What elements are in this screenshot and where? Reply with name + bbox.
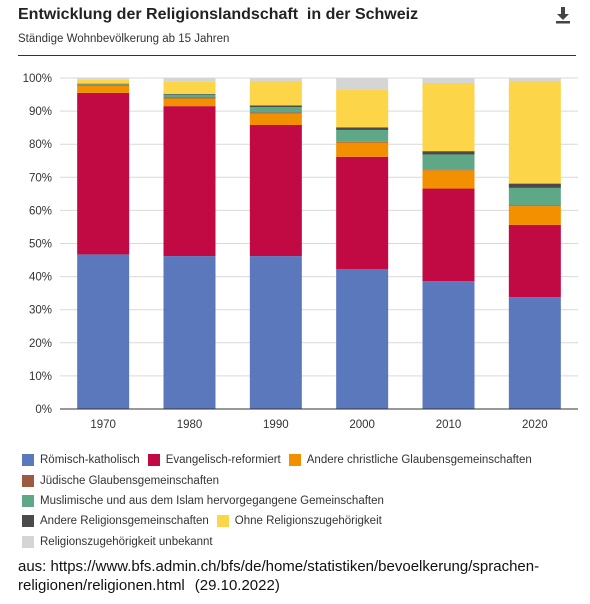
chart-subtitle: Ständige Wohnbevölkerung ab 15 Jahren: [18, 33, 230, 45]
legend-label: Andere Religionsgemeinschaften: [40, 515, 209, 528]
chart-legend: Römisch-katholisch Evangelisch-reformier…: [22, 450, 582, 552]
y-tick-label: 100%: [23, 73, 52, 85]
y-tick-label: 10%: [29, 371, 52, 383]
legend-label: Jüdische Glaubensgemeinschaften: [40, 474, 220, 487]
bar-segment-2020: [508, 183, 561, 188]
legend-item-muslimische[interactable]: Muslimische und aus dem Islam hervorgega…: [22, 494, 384, 507]
bar-segment-1980: [163, 81, 216, 94]
x-tick-label: 2000: [349, 419, 375, 431]
title-divider: [18, 55, 576, 56]
legend-item-roemisch-katholisch[interactable]: Römisch-katholisch: [22, 454, 140, 467]
legend-swatch: [22, 515, 34, 528]
legend-item-andere-religionsgemeinschaften[interactable]: Andere Religionsgemeinschaften: [22, 515, 209, 528]
bar-segment-2000: [336, 156, 389, 269]
y-tick-label: 80%: [29, 139, 52, 151]
download-icon[interactable]: [552, 4, 574, 26]
legend-label: Römisch-katholisch: [40, 454, 140, 467]
source-date: (29.10.2022): [194, 576, 280, 594]
y-tick-label: 20%: [29, 338, 52, 350]
bar-segment-1970: [77, 83, 130, 85]
bar-segment-1980: [163, 94, 216, 98]
bar-segment-2020: [508, 206, 561, 225]
legend-swatch: [216, 515, 229, 528]
legend-label: Evangelisch-reformiert: [165, 454, 281, 467]
y-tick-label: 0%: [35, 404, 52, 416]
bar-segment-2000: [336, 89, 389, 128]
bar-segment-2010: [422, 170, 475, 189]
bar-segment-1990: [249, 256, 302, 409]
bar-segment-1980: [163, 106, 216, 257]
bar-segment-1970: [77, 85, 130, 93]
bar-segment-1980: [163, 97, 216, 99]
legend-label: Andere christliche Glaubensgemeinschafte…: [306, 454, 532, 467]
y-tick-label: 60%: [29, 205, 52, 217]
x-tick-label: 1980: [177, 419, 203, 431]
legend-swatch: [288, 454, 301, 467]
bar-segment-2000: [336, 78, 389, 90]
bar-segment-1990: [249, 113, 302, 126]
bar-segment-2000: [336, 127, 389, 130]
legend-swatch: [147, 454, 160, 467]
legend-label: Religionszugehörigkeit unbekannt: [40, 535, 213, 548]
bar-segment-1990: [249, 125, 302, 257]
legend-item-evangelisch-reformiert[interactable]: Evangelisch-reformiert: [147, 454, 281, 467]
bar-segment-2010: [422, 281, 475, 409]
legend-label: Ohne Religionszugehörigkeit: [234, 515, 382, 528]
legend-swatch: [22, 474, 34, 487]
bar-segment-1980: [163, 78, 216, 82]
bar-segment-2020: [508, 224, 561, 298]
bar-segment-2020: [508, 297, 561, 409]
y-tick-label: 70%: [29, 172, 52, 184]
legend-item-juedische[interactable]: Jüdische Glaubensgemeinschaften: [22, 474, 220, 487]
x-tick-label: 1970: [90, 419, 116, 431]
bar-segment-1970: [77, 92, 130, 255]
bar-segment-1970: [77, 84, 130, 86]
bar-segment-1970: [77, 79, 130, 84]
bar-segment-2000: [336, 129, 389, 142]
y-tick-label: 40%: [29, 272, 52, 284]
bar-segment-2010: [422, 169, 475, 171]
bar-segment-2020: [508, 187, 561, 206]
source-note: aus: https://www.bfs.admin.ch/bfs/de/hom…: [18, 558, 578, 595]
bar-segment-2010: [422, 82, 475, 152]
legend-label: Muslimische und aus dem Islam hervorgega…: [40, 494, 384, 507]
bar-segment-2000: [336, 142, 389, 157]
x-tick-label: 2010: [436, 419, 462, 431]
chart-title: Entwicklung der Religionslandschaft in d…: [18, 6, 419, 23]
y-tick-label: 30%: [29, 305, 52, 317]
bar-segment-1990: [249, 112, 302, 114]
legend-item-unbekannt[interactable]: Religionszugehörigkeit unbekannt: [22, 535, 213, 548]
bar-segment-1990: [249, 78, 302, 81]
legend-swatch: [22, 535, 34, 548]
bar-segment-1970: [77, 254, 130, 409]
bar-segment-1990: [249, 80, 302, 106]
y-tick-label: 50%: [29, 239, 52, 251]
legend-item-andere-christliche[interactable]: Andere christliche Glaubensgemeinschafte…: [288, 454, 532, 467]
source-url[interactable]: aus: https://www.bfs.admin.ch/bfs/de/hom…: [18, 558, 540, 594]
bar-segment-2010: [422, 78, 475, 83]
bar-segment-2020: [508, 80, 561, 184]
legend-swatch: [22, 494, 34, 507]
bar-segment-1990: [249, 105, 302, 108]
bar-segment-2020: [508, 205, 561, 207]
x-tick-label: 1990: [263, 419, 289, 431]
bar-segment-1980: [163, 256, 216, 409]
bar-segment-1980: [163, 93, 216, 95]
x-tick-label: 2020: [522, 419, 548, 431]
bar-segment-1970: [77, 78, 130, 80]
stacked-bar-chart: 0% 10% 20% 30% 40% 50% 60% 70% 80% 90% 100% 1970 198…: [23, 73, 578, 431]
bar-segment-1980: [163, 98, 216, 107]
bar-segment-2010: [422, 188, 475, 282]
legend-item-ohne-religionszugehoerigkeit[interactable]: Ohne Religionszugehörigkeit: [216, 515, 382, 528]
bar-segment-2000: [336, 141, 389, 143]
bar-segment-2020: [508, 78, 561, 81]
bar-segment-1990: [249, 107, 302, 113]
bar-segment-2010: [422, 151, 475, 155]
y-tick-label: 90%: [29, 106, 52, 118]
bar-segment-2000: [336, 268, 389, 409]
legend-swatch: [22, 454, 34, 467]
bar-segment-2010: [422, 154, 475, 170]
